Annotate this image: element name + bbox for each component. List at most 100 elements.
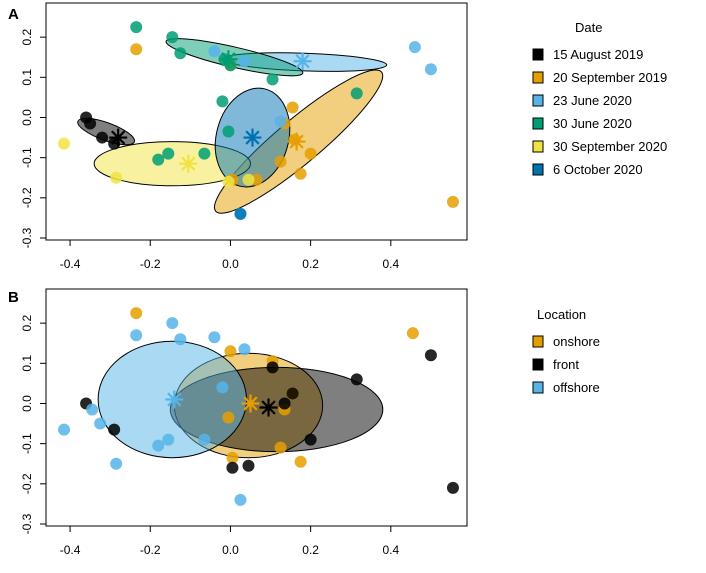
point-1-2 xyxy=(286,101,299,114)
plot-frame xyxy=(45,2,468,241)
point-1-5 xyxy=(304,147,317,160)
point-2-2 xyxy=(174,333,187,346)
legend: Location onshore front offshore xyxy=(532,307,600,395)
point-0-5 xyxy=(274,441,287,454)
point-1-10 xyxy=(304,433,317,446)
centroid-5 xyxy=(243,128,262,147)
plot-area xyxy=(58,21,459,220)
centroid-0 xyxy=(241,394,260,413)
point-0-0 xyxy=(130,307,143,320)
legend: Date 15 August 2019 20 September 2019 23 Ju… xyxy=(532,20,667,177)
y-tick-label: 0.1 xyxy=(20,355,34,372)
point-4-0 xyxy=(58,137,71,150)
legend-swatch xyxy=(532,117,544,130)
legend-swatch xyxy=(532,48,544,61)
point-2-5 xyxy=(86,403,99,416)
point-2-3 xyxy=(424,63,437,76)
point-1-7 xyxy=(446,481,459,494)
legend-swatch xyxy=(532,335,544,348)
x-tick-label: 0.2 xyxy=(302,543,319,557)
legend-swatch xyxy=(532,71,544,84)
point-2-0 xyxy=(130,329,143,342)
x-tick-label: -0.4 xyxy=(60,543,81,557)
panel-A: -0.4 -0.2 0.0 0.2 0.4-0.3-0.2-0.10.00.10.2AD… xyxy=(8,2,667,271)
legend-title: Date xyxy=(575,20,602,35)
point-3-6 xyxy=(350,87,363,100)
point-1-5 xyxy=(350,373,363,386)
x-tick-label: 0.0 xyxy=(222,543,239,557)
point-1-1 xyxy=(108,423,121,436)
legend-label: offshore xyxy=(553,380,600,395)
point-2-10 xyxy=(152,439,165,452)
x-tick-label: 0.4 xyxy=(382,543,399,557)
point-0-1 xyxy=(84,117,97,130)
x-tick-label: 0.2 xyxy=(302,257,319,271)
panel-label: A xyxy=(8,6,19,23)
legend-swatch xyxy=(532,381,544,394)
point-3-2 xyxy=(174,47,187,60)
point-3-8 xyxy=(222,125,235,138)
point-1-8 xyxy=(226,461,239,474)
point-4-1 xyxy=(110,171,123,184)
point-2-1 xyxy=(238,55,251,68)
legend-swatch xyxy=(532,358,544,371)
point-1-3 xyxy=(286,387,299,400)
legend-swatch xyxy=(532,140,544,153)
point-4-2 xyxy=(222,175,235,188)
legend-label: 20 September 2019 xyxy=(553,70,667,85)
point-0-1 xyxy=(224,345,237,358)
point-3-7 xyxy=(216,95,229,108)
point-2-4 xyxy=(238,343,251,356)
x-tick-label: 0.0 xyxy=(222,257,239,271)
y-tick-label: 0.2 xyxy=(20,28,34,45)
point-3-1 xyxy=(166,31,179,44)
point-1-7 xyxy=(274,155,287,168)
centroid-3 xyxy=(219,50,238,69)
point-2-0 xyxy=(208,45,221,58)
point-2-1 xyxy=(166,317,179,330)
y-tick-label: 0.0 xyxy=(20,109,34,126)
point-3-5 xyxy=(266,73,279,86)
plot-frame xyxy=(45,288,468,527)
centroid-2 xyxy=(293,52,312,71)
point-0-6 xyxy=(294,455,307,468)
point-1-6 xyxy=(294,167,307,180)
point-1-0 xyxy=(130,43,143,56)
point-2-3 xyxy=(208,331,221,344)
legend-label: 6 October 2020 xyxy=(553,162,643,177)
legend-label: 30 September 2020 xyxy=(553,139,667,154)
y-tick-label: -0.3 xyxy=(20,513,34,534)
y-tick-label: -0.2 xyxy=(20,473,34,494)
point-3-10 xyxy=(162,147,175,160)
plot-area xyxy=(58,307,459,506)
point-5-0 xyxy=(234,207,247,220)
legend-label: front xyxy=(553,357,579,372)
point-4-3 xyxy=(242,173,255,186)
y-tick-label: 0.2 xyxy=(20,314,34,331)
y-tick-label: -0.1 xyxy=(20,433,34,454)
centroid-0 xyxy=(109,128,128,147)
centroid-1 xyxy=(259,398,278,417)
legend-label: 23 June 2020 xyxy=(553,93,632,108)
legend-label: onshore xyxy=(553,334,600,349)
x-tick-label: -0.4 xyxy=(60,257,81,271)
point-2-12 xyxy=(216,381,229,394)
point-2-7 xyxy=(58,423,71,436)
x-tick-label: -0.2 xyxy=(140,543,161,557)
legend-label: 15 August 2019 xyxy=(553,47,643,62)
point-1-8 xyxy=(446,195,459,208)
y-tick-label: -0.2 xyxy=(20,187,34,208)
point-2-8 xyxy=(110,457,123,470)
legend-swatch xyxy=(532,94,544,107)
legend-swatch xyxy=(532,163,544,176)
point-0-2 xyxy=(96,131,109,144)
x-tick-label: 0.4 xyxy=(382,257,399,271)
centroid-2 xyxy=(165,390,184,409)
point-3-0 xyxy=(130,21,143,34)
point-2-9 xyxy=(162,433,175,446)
point-0-8 xyxy=(226,451,239,464)
y-tick-label: -0.1 xyxy=(20,147,34,168)
point-1-6 xyxy=(424,349,437,362)
point-3-9 xyxy=(198,147,211,160)
